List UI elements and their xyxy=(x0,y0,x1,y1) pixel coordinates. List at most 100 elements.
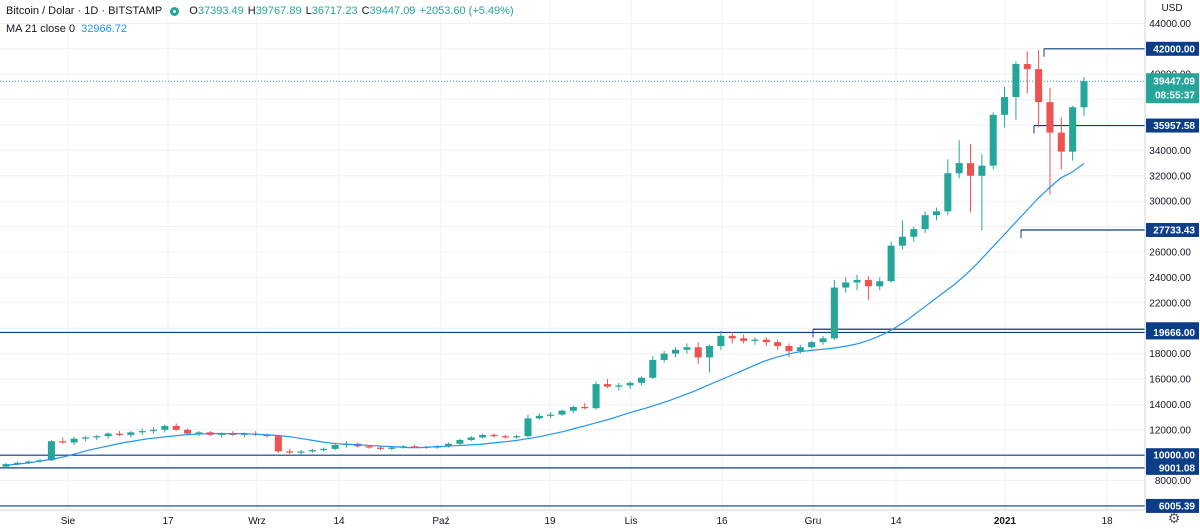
horizontal-levels[interactable] xyxy=(0,48,1145,507)
candle-body xyxy=(626,382,634,386)
y-tick-label: 14000.00 xyxy=(1149,400,1191,411)
candle-body xyxy=(513,436,521,438)
low-label: L xyxy=(305,5,312,17)
level-price-badge xyxy=(1146,118,1199,133)
candles xyxy=(2,50,1088,468)
candle-body xyxy=(921,215,929,230)
candle-body xyxy=(388,447,396,449)
y-tick-label: 12000.00 xyxy=(1149,425,1191,436)
x-tick-label: 16 xyxy=(716,516,728,527)
candle-body xyxy=(819,338,827,343)
x-tick-label: Lis xyxy=(625,516,638,527)
candle-body xyxy=(297,451,305,453)
eye-icon[interactable] xyxy=(170,6,180,16)
candle-body xyxy=(978,165,986,176)
y-tick-label: 22000.00 xyxy=(1149,298,1191,309)
countdown-label: 08:55:37 xyxy=(1155,91,1195,102)
candle-body xyxy=(467,437,475,440)
candle-body xyxy=(184,429,192,434)
level-price-label: 19666.00 xyxy=(1153,328,1195,339)
y-tick-label: 32000.00 xyxy=(1149,171,1191,182)
candle-body xyxy=(830,287,838,339)
candle-body xyxy=(93,436,101,438)
ma-line xyxy=(5,163,1085,466)
high-label: H xyxy=(247,5,256,17)
level-price-badge xyxy=(1146,460,1199,475)
candle-body xyxy=(479,434,487,438)
candle-body xyxy=(649,359,657,378)
change-value: +2053.60 (+5.49%) xyxy=(419,5,514,17)
candle-body xyxy=(524,418,532,437)
candle-body xyxy=(989,114,997,166)
candle-body xyxy=(615,385,623,387)
candle-body xyxy=(47,441,55,461)
high-value: 39767.89 xyxy=(255,5,302,17)
candle-body xyxy=(853,279,861,283)
y-tick-label: 8000.00 xyxy=(1155,476,1192,487)
candle-body xyxy=(967,163,975,176)
level-price-label: 6005.39 xyxy=(1159,501,1196,512)
candle-body xyxy=(161,425,169,430)
candle-body xyxy=(172,425,180,430)
close-value: 39447.09 xyxy=(369,5,416,17)
candle-body xyxy=(785,345,793,352)
candle-body xyxy=(320,448,328,451)
ma-value: 32966.72 xyxy=(81,23,127,35)
candle-body xyxy=(592,384,600,409)
level-price-label: 10000.00 xyxy=(1153,451,1195,462)
candle-body xyxy=(728,335,736,339)
y-tick-label: 26000.00 xyxy=(1149,248,1191,259)
symbol-legend[interactable]: Bitcoin / Dolar · 1D · BITSTAMP O 37393.… xyxy=(6,4,514,18)
candle-body xyxy=(456,439,464,444)
candle-body xyxy=(1012,64,1020,98)
level-price-label: 42000.00 xyxy=(1153,44,1195,55)
y-tick-label: 34000.00 xyxy=(1149,146,1191,157)
candle-body xyxy=(932,211,941,216)
x-tick-label: 14 xyxy=(333,516,345,527)
candle-body xyxy=(490,434,498,437)
candle-body xyxy=(910,229,918,237)
level-price-badge xyxy=(1146,41,1199,56)
candle-body xyxy=(955,163,963,174)
level-price-label: 9001.08 xyxy=(1159,463,1196,474)
candle-body xyxy=(308,450,316,452)
time-axis[interactable]: Sie 17 Wrz 14 Paź 19 Lis 16 Gru 14 2021 18 xyxy=(61,516,1113,527)
close-label: C xyxy=(361,5,370,17)
candle-body xyxy=(637,377,645,383)
x-tick-label: Paź xyxy=(432,516,449,527)
x-tick-label: Gru xyxy=(805,516,822,527)
candle-body xyxy=(13,462,21,465)
candle-body xyxy=(25,461,33,463)
candle-body xyxy=(683,347,691,350)
candle-body xyxy=(864,279,872,287)
candle-body xyxy=(740,338,748,341)
candle-body xyxy=(558,410,566,415)
level-price-badge xyxy=(1146,448,1199,463)
y-tick-label: 44000.00 xyxy=(1149,19,1191,30)
candle-body xyxy=(762,339,770,343)
candle-body xyxy=(706,345,714,358)
candle-body xyxy=(876,281,884,287)
candle-body xyxy=(286,451,294,453)
candle-body xyxy=(1046,102,1054,133)
candle-body xyxy=(1023,64,1031,70)
candle-body xyxy=(376,447,384,449)
ma-label[interactable]: MA 21 close 0 xyxy=(6,23,76,35)
candle-body xyxy=(104,433,112,437)
candle-body xyxy=(59,441,67,443)
indicator-legend[interactable]: MA 21 close 0 32966.72 xyxy=(6,23,127,37)
candle-body xyxy=(796,347,804,352)
candle-body xyxy=(944,173,952,212)
candle-body xyxy=(1069,107,1077,152)
level-price-badge xyxy=(1146,222,1199,237)
candle-body xyxy=(1035,69,1043,103)
symbol-title[interactable]: Bitcoin / Dolar · 1D · BITSTAMP xyxy=(6,5,163,17)
candle-body xyxy=(842,282,850,288)
y-tick-label: 30000.00 xyxy=(1149,197,1191,208)
candle-body xyxy=(660,353,668,360)
currency-label: USD xyxy=(1161,3,1183,14)
x-tick-label: 14 xyxy=(890,516,902,527)
gear-icon[interactable]: ⚙ xyxy=(1167,510,1181,526)
